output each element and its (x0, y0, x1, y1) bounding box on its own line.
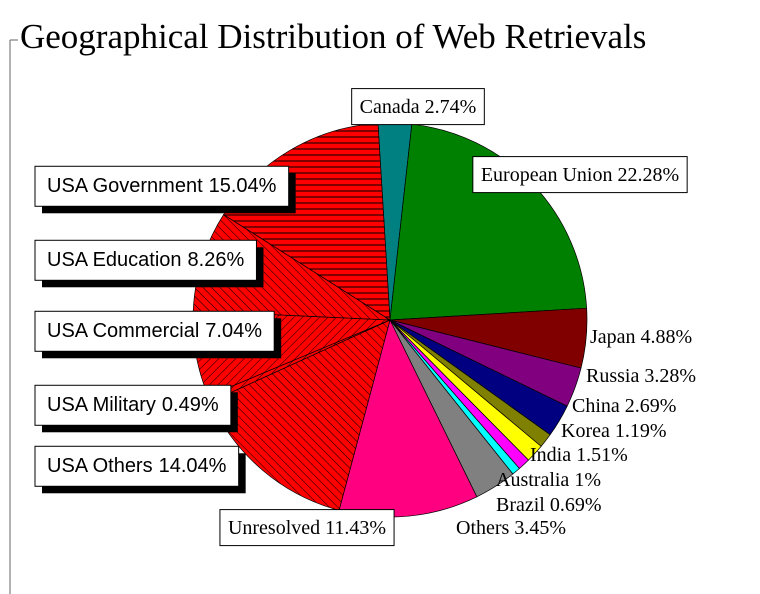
pie-slice (389, 123, 588, 321)
slice-label: China 2.69% (572, 395, 676, 417)
label-category: China (572, 395, 620, 417)
label-value: 15.04% (209, 175, 277, 197)
label-box (351, 88, 485, 126)
slice-label: European Union 22.28% (472, 156, 688, 194)
label-category: USA Education (47, 249, 182, 271)
label-box (34, 445, 240, 487)
label-category: Unresolved (228, 517, 320, 539)
slice-label: USA Commercial 7.04% (34, 310, 282, 359)
slice-label: Brazil 0.69% (496, 494, 602, 516)
label-value: 4.88% (641, 326, 693, 348)
label-text: Canada 2.74% (360, 96, 477, 118)
label-category: India (530, 444, 571, 466)
label-box (34, 239, 257, 281)
label-category: Others (456, 517, 510, 539)
label-value: 2.69% (625, 395, 677, 417)
label-text: Russia 3.28% (586, 365, 696, 387)
label-category: Korea (561, 420, 610, 442)
label-category: USA Commercial (47, 320, 199, 342)
slice-label: USA Others 14.04% (34, 445, 246, 494)
label-text: Others 3.45% (456, 517, 566, 539)
label-value: 0.69% (550, 494, 602, 516)
label-box (34, 384, 232, 426)
slice-label: Russia 3.28% (586, 365, 696, 387)
slice-label: Unresolved 11.43% (219, 509, 395, 547)
label-text: USA Commercial 7.04% (47, 320, 262, 342)
slice-label: Canada 2.74% (351, 88, 485, 126)
label-value: 8.26% (188, 249, 245, 271)
label-category: Japan (590, 326, 636, 348)
label-text: Unresolved 11.43% (228, 517, 386, 539)
label-value: 0.49% (162, 394, 219, 416)
label-category: USA Military (47, 394, 156, 416)
label-category: Russia (586, 365, 639, 387)
label-value: 1.51% (576, 444, 628, 466)
label-text: USA Education 8.26% (47, 249, 244, 271)
slice-label: India 1.51% (530, 444, 628, 466)
label-category: Canada (360, 96, 420, 118)
slice-label: USA Military 0.49% (34, 384, 238, 433)
label-text: European Union 22.28% (481, 164, 679, 186)
slice-label: Australia 1% (496, 469, 601, 491)
slice-label: USA Government 15.04% (34, 165, 296, 214)
label-value: 3.28% (644, 365, 696, 387)
labels: Canada 2.74% European Union 22.28% Japan 4.88… (34, 88, 696, 547)
label-category: USA Government (47, 175, 203, 197)
label-value: 11.43% (325, 517, 386, 539)
label-box (219, 509, 395, 547)
label-value: 14.04% (159, 455, 227, 477)
label-value: 7.04% (205, 320, 262, 342)
label-text: USA Military 0.49% (47, 394, 219, 416)
slice-label: Others 3.45% (456, 517, 566, 539)
chart-title: Geographical Distribution of Web Retriev… (20, 17, 646, 56)
label-text: India 1.51% (530, 444, 628, 466)
label-value: 2.74% (425, 96, 477, 118)
label-value: 22.28% (617, 164, 679, 186)
slice-label: Korea 1.19% (561, 420, 667, 442)
label-text: Brazil 0.69% (496, 494, 602, 516)
label-category: USA Others (47, 455, 153, 477)
slice-label: Japan 4.88% (590, 326, 692, 348)
label-value: 3.45% (514, 517, 566, 539)
label-box (34, 165, 290, 207)
label-category: European Union (481, 164, 613, 186)
label-text: USA Others 14.04% (47, 455, 227, 477)
label-box (34, 310, 275, 352)
label-text: Japan 4.88% (590, 326, 692, 348)
label-box (472, 156, 688, 194)
label-text: Australia 1% (496, 469, 601, 491)
label-text: USA Government 15.04% (47, 175, 277, 197)
slice-label: USA Education 8.26% (34, 239, 264, 288)
label-category: Australia (496, 469, 569, 491)
label-category: Brazil (496, 494, 545, 516)
pie (192, 122, 588, 518)
label-text: Korea 1.19% (561, 420, 667, 442)
label-value: 1.19% (615, 420, 667, 442)
label-text: China 2.69% (572, 395, 676, 417)
label-value: 1% (574, 469, 601, 491)
